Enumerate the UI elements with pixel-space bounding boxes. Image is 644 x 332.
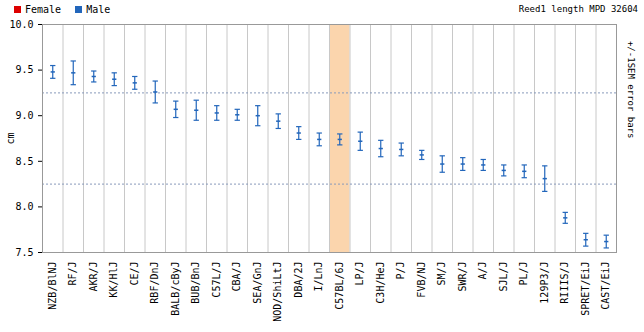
svg-text:9.0: 9.0 [15,110,33,121]
svg-text:CBA/J: CBA/J [231,262,242,292]
html-text:Reed1 length MPD 32604: Reed1 length MPD 32604 [518,4,638,14]
svg-text:7.5: 7.5 [15,247,33,258]
svg-text:AKR/J: AKR/J [88,262,99,292]
svg-text:8.0: 8.0 [15,201,33,212]
svg-text:10.0: 10.0 [9,19,33,30]
svg-text:cm: cm [5,132,16,144]
svg-text:BALB/cByJ: BALB/cByJ [170,262,181,316]
svg-text:RF/J: RF/J [67,262,78,286]
svg-text:FVB/NJ: FVB/NJ [416,262,427,298]
svg-text:KK/HlJ: KK/HlJ [108,262,119,298]
svg-text:C57BL/6J: C57BL/6J [334,262,345,310]
svg-text:BUB/BnJ: BUB/BnJ [190,262,201,304]
svg-text:SJL/J: SJL/J [498,262,509,292]
svg-text:SM/J: SM/J [436,262,447,286]
svg-text:+/-1SEM error bars: +/-1SEM error bars [626,41,636,139]
svg-text:129P3/J: 129P3/J [539,262,550,304]
svg-text:A/J: A/J [477,262,488,280]
svg-text:I/LnJ: I/LnJ [313,262,324,292]
svg-text:8.5: 8.5 [15,156,33,167]
html-text:Female: Female [25,3,62,15]
svg-text:CE/J: CE/J [129,262,140,286]
svg-text:NOD/ShiLtJ: NOD/ShiLtJ [272,262,283,322]
svg-text:SWR/J: SWR/J [457,262,468,292]
svg-text:SPRET/EiJ: SPRET/EiJ [580,262,591,316]
svg-text:PL/J: PL/J [518,262,529,286]
svg-text:DBA/2J: DBA/2J [293,262,304,298]
svg-text:RIIIS/J: RIIIS/J [559,262,570,304]
svg-text:C57L/J: C57L/J [211,262,222,298]
svg-text:RBF/DnJ: RBF/DnJ [149,262,160,304]
svg-text:SEA/GnJ: SEA/GnJ [252,262,263,304]
html-text:Male: Male [86,3,111,15]
svg-text:P/J: P/J [395,262,406,280]
svg-text:LP/J: LP/J [354,262,365,286]
svg-text:C3H/HeJ: C3H/HeJ [375,262,386,304]
svg-text:NZB/BlNJ: NZB/BlNJ [47,262,58,310]
svg-text:CAST/EiJ: CAST/EiJ [600,262,611,310]
svg-text:9.5: 9.5 [15,64,33,75]
